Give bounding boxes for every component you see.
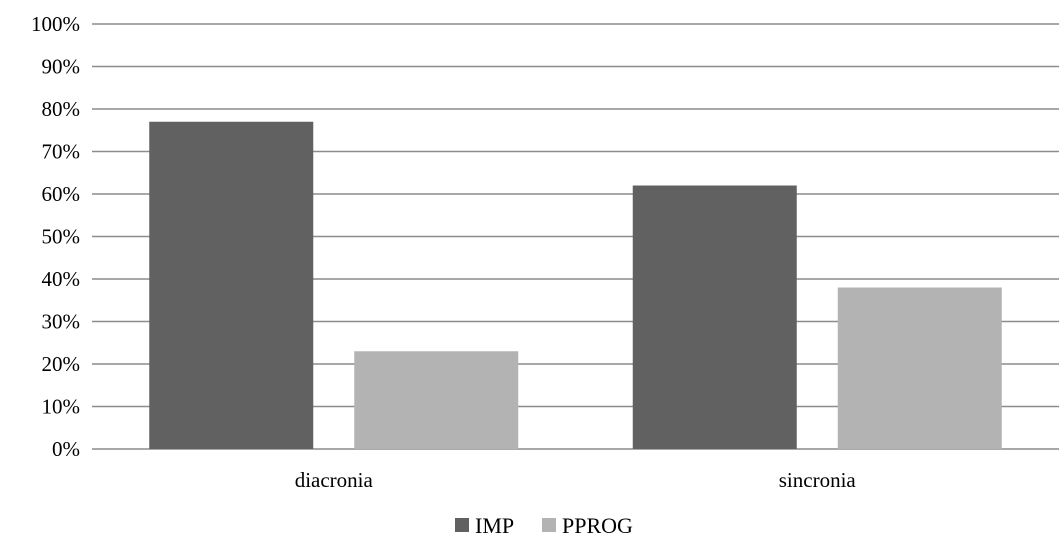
bar-pprog-sincronia	[837, 287, 1002, 449]
x-category-label: diacronia	[295, 468, 374, 492]
x-category-label: sincronia	[779, 468, 857, 492]
y-tick-label: 80%	[42, 97, 81, 121]
y-tick-label: 10%	[42, 395, 81, 419]
y-tick-label: 90%	[42, 55, 81, 79]
bars	[149, 121, 1002, 449]
y-tick-label: 60%	[42, 182, 81, 206]
legend-swatch-pprog	[542, 518, 556, 532]
x-axis-category-labels: diacronia sincronia	[295, 468, 857, 492]
bar-imp-sincronia	[632, 185, 797, 449]
legend-label-pprog: PPROG	[562, 513, 633, 538]
y-tick-label: 70%	[42, 140, 81, 164]
y-tick-label: 40%	[42, 267, 81, 291]
bar-imp-diacronia	[149, 121, 314, 449]
y-tick-label: 50%	[42, 225, 81, 249]
legend: IMP PPROG	[455, 513, 633, 538]
bar-pprog-diacronia	[354, 351, 519, 449]
y-tick-label: 30%	[42, 310, 81, 334]
y-tick-label: 0%	[52, 437, 80, 461]
y-axis-tick-labels: 0% 10% 20% 30% 40% 50% 60% 70% 80% 90% 100%	[31, 12, 80, 461]
legend-swatch-imp	[455, 518, 469, 532]
y-tick-label: 20%	[42, 352, 81, 376]
legend-label-imp: IMP	[475, 513, 514, 538]
y-tick-label: 100%	[31, 12, 80, 36]
